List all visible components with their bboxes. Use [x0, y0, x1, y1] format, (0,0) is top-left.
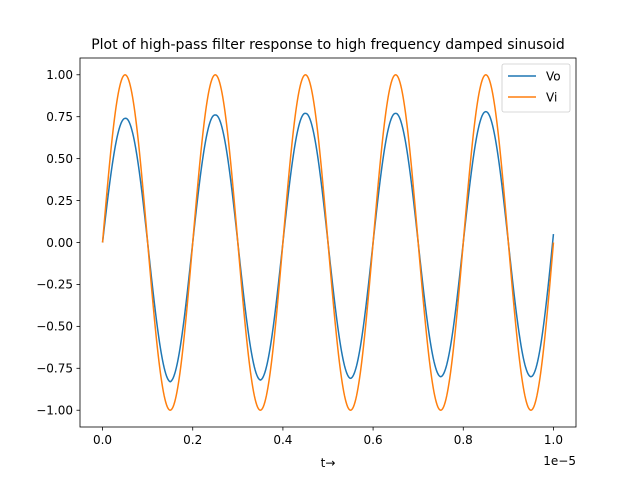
y-tick-label: 0.75: [46, 110, 73, 124]
y-tick-label: −0.25: [36, 278, 73, 292]
x-offset-text: 1e−5: [543, 454, 576, 468]
y-tick-label: −0.75: [36, 362, 73, 376]
x-tick-label: 1.0: [544, 433, 563, 447]
axes-layer: 0.0 0.2 0.4 0.6 0.8 1.0 −1.00 −0.75 −0.50 −0.25 0.…: [36, 57, 577, 447]
x-tick-label: 0.2: [183, 433, 202, 447]
x-tick-label: 0.6: [364, 433, 383, 447]
y-tick-label: −0.50: [36, 320, 73, 334]
x-tick-label: 0.0: [93, 433, 112, 447]
legend: Vo Vi: [501, 63, 571, 113]
chart-title: Plot of high-pass filter response to hig…: [91, 37, 565, 53]
series-layer: [101, 73, 555, 412]
y-tick-label: 0.50: [46, 152, 73, 166]
legend-label-vi: Vi: [546, 91, 557, 105]
series-line-vi: [101, 73, 555, 412]
y-tick-label: 1.00: [46, 68, 73, 82]
x-tick-label: 0.4: [273, 433, 292, 447]
legend-label-vo: Vo: [546, 70, 561, 84]
y-tick-label: 0.25: [46, 194, 73, 208]
x-tick-label: 0.8: [454, 433, 473, 447]
y-tick-label: 0.00: [46, 236, 73, 250]
y-tick-label: −1.00: [36, 404, 73, 418]
x-axis-label: t→: [321, 456, 336, 470]
